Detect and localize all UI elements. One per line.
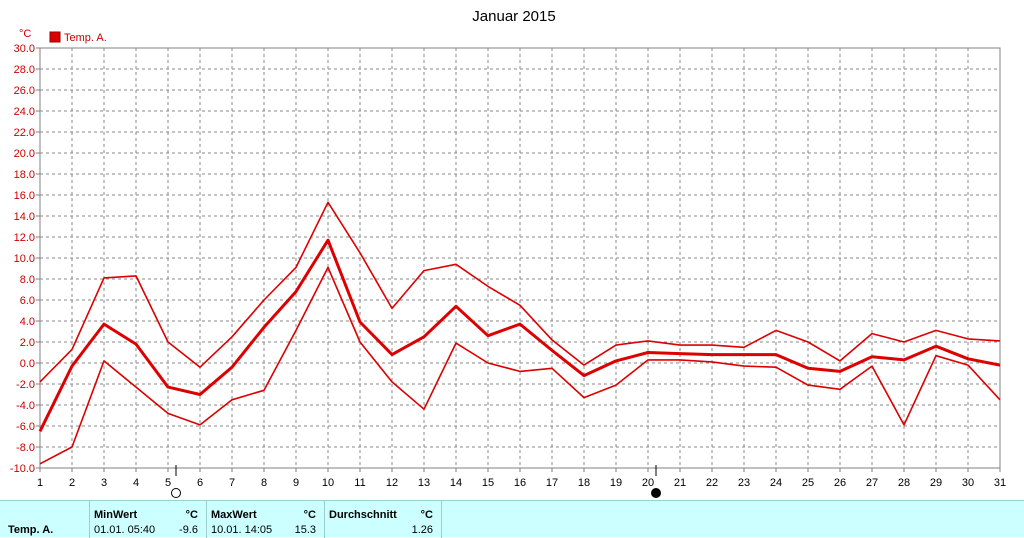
x-tick-label: 6 xyxy=(197,477,203,489)
y-tick-label: 2.0 xyxy=(20,337,35,349)
y-tick-label: 22.0 xyxy=(14,127,35,139)
stats-series-label: Temp. A. xyxy=(8,524,54,536)
x-tick-label: 5 xyxy=(165,477,171,489)
max-datetime: 10.01. 14:05 xyxy=(211,524,273,536)
stats-avg-cell: Durchschnitt °C 1.26 xyxy=(325,501,442,538)
new-moon-icon xyxy=(651,488,661,498)
x-tick-label: 4 xyxy=(133,477,139,489)
x-tick-label: 20 xyxy=(642,477,654,489)
min-value: -9.6 xyxy=(179,524,198,536)
y-tick-label: 24.0 xyxy=(14,106,35,118)
full-moon-icon xyxy=(171,488,181,498)
x-tick-label: 23 xyxy=(738,477,750,489)
y-tick-label: 14.0 xyxy=(14,211,35,223)
x-tick-label: 24 xyxy=(770,477,782,489)
statistics-panel: Temp. A. MinWert °C 01.01. 05:40 -9.6 Ma… xyxy=(0,500,1024,538)
series-line-mean xyxy=(38,238,1001,432)
y-tick-label: 30.0 xyxy=(14,43,35,55)
x-tick-label: 19 xyxy=(610,477,622,489)
y-tick-label: -4.0 xyxy=(16,400,35,412)
x-tick-label: 25 xyxy=(802,477,814,489)
y-tick-label: 0.0 xyxy=(20,358,35,370)
y-tick-label: -2.0 xyxy=(16,379,35,391)
x-tick-label: 2 xyxy=(69,477,75,489)
min-unit: °C xyxy=(185,509,198,521)
x-tick-label: 1 xyxy=(37,477,43,489)
avg-header: Durchschnitt xyxy=(329,509,397,521)
y-tick-label: -10.0 xyxy=(10,463,35,475)
x-tick-label: 22 xyxy=(706,477,718,489)
x-tick-label: 12 xyxy=(386,477,398,489)
y-tick-label: -6.0 xyxy=(16,421,35,433)
x-tick-label: 30 xyxy=(962,477,974,489)
y-tick-label: 10.0 xyxy=(14,253,35,265)
x-tick-label: 27 xyxy=(866,477,878,489)
avg-unit: °C xyxy=(420,509,433,521)
x-tick-label: 7 xyxy=(229,477,235,489)
x-tick-label: 9 xyxy=(293,477,299,489)
x-tick-label: 28 xyxy=(898,477,910,489)
x-tick-label: 8 xyxy=(261,477,267,489)
avg-value: 1.26 xyxy=(411,524,433,536)
x-tick-label: 29 xyxy=(930,477,942,489)
y-tick-label: 12.0 xyxy=(14,232,35,244)
y-tick-label: -8.0 xyxy=(16,442,35,454)
chart-title: Januar 2015 xyxy=(472,8,555,25)
x-tick-label: 11 xyxy=(354,477,365,489)
series-line-min xyxy=(39,266,1001,465)
min-header: MinWert xyxy=(94,509,138,521)
y-tick-label: 18.0 xyxy=(14,169,35,181)
y-tick-label: 16.0 xyxy=(14,190,35,202)
max-unit: °C xyxy=(303,509,316,521)
stats-series-cell: Temp. A. xyxy=(0,501,90,538)
legend-label: Temp. A. xyxy=(64,32,107,44)
series-line-max xyxy=(39,201,1001,383)
legend-swatch xyxy=(49,31,61,43)
x-tick-label: 13 xyxy=(418,477,430,489)
y-tick-label: 26.0 xyxy=(14,85,35,97)
min-datetime: 01.01. 05:40 xyxy=(94,524,156,536)
x-tick-label: 18 xyxy=(578,477,590,489)
y-tick-label: 4.0 xyxy=(20,316,35,328)
chart: Januar 2015 °C Temp. A. -10.0 -8.0 -6.0 -4.… xyxy=(10,8,1006,498)
stats-max-cell: MaxWert °C 10.01. 14:05 15.3 xyxy=(207,501,325,538)
y-tick-label: 28.0 xyxy=(14,64,35,76)
x-tick-label: 31 xyxy=(994,477,1006,489)
x-tick-label: 16 xyxy=(514,477,526,489)
y-unit-label: °C xyxy=(19,28,31,40)
x-tick-label: 15 xyxy=(482,477,494,489)
max-value: 15.3 xyxy=(294,524,316,536)
x-tick-label: 14 xyxy=(450,477,462,489)
x-tick-label: 17 xyxy=(546,477,558,489)
x-tick-label: 26 xyxy=(834,477,846,489)
y-tick-label: 20.0 xyxy=(14,148,35,160)
max-header: MaxWert xyxy=(211,509,257,521)
y-tick-label: 6.0 xyxy=(20,295,35,307)
x-tick-label: 21 xyxy=(674,477,686,489)
stats-min-cell: MinWert °C 01.01. 05:40 -9.6 xyxy=(90,501,207,538)
y-tick-label: 8.0 xyxy=(20,274,35,286)
x-tick-label: 10 xyxy=(322,477,334,489)
x-tick-label: 3 xyxy=(101,477,107,489)
